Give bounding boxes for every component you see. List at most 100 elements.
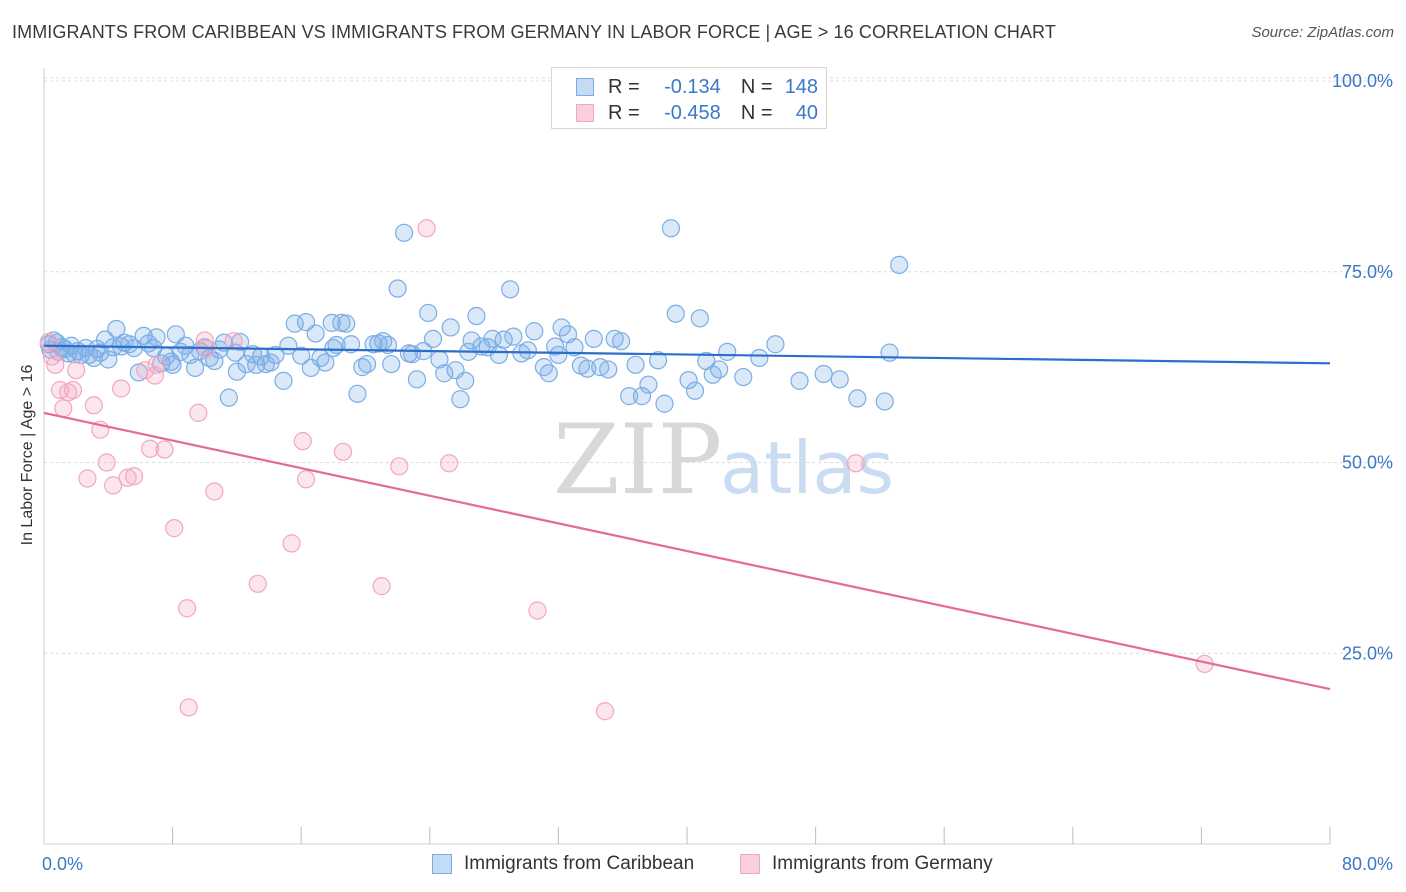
data-point [292,346,311,365]
data-point [750,348,769,368]
bottom-legend-swatch-caribbean [432,854,452,874]
bottom-legend-label-caribbean: Immigrants from Caribbean [464,853,695,874]
data-point [293,432,312,451]
data-point [63,380,83,400]
bottom-legend-swatch-germany [740,854,760,874]
data-point [161,352,181,371]
legend-r-label: R = [608,101,640,124]
data-point [306,324,325,343]
x-tick-label: 80.0% [1342,854,1393,874]
data-point [136,361,155,380]
y-tick-label: 25.0% [1342,643,1393,663]
chart-title: IMMIGRANTS FROM CARIBBEAN VS IMMIGRANTS … [12,22,1056,42]
data-point [549,345,568,365]
data-point [565,338,584,357]
data-point [46,355,65,374]
data-point [348,384,367,403]
data-point [394,223,414,242]
data-point [489,345,509,365]
data-point [124,467,144,486]
data-point [814,364,833,384]
data-point [140,439,160,458]
data-point [186,358,205,377]
data-point [358,354,377,374]
data-point [165,519,184,538]
trend-line-germany [43,411,1331,691]
data-point [78,469,97,488]
data-point [611,332,631,351]
legend-r-value: -0.458 [664,101,721,124]
data-point [333,442,353,461]
data-point [107,319,126,339]
data-point [224,332,243,351]
data-point [599,360,618,379]
legend-n-value: 148 [784,75,819,98]
data-point [734,367,753,387]
data-point [528,601,547,620]
data-point [830,370,849,389]
x-tick-label: 0.0% [42,854,83,874]
data-point [419,303,438,323]
data-point [155,440,174,459]
data-point [710,360,729,379]
data-point [227,362,246,381]
data-point [274,371,293,390]
data-point [534,358,554,377]
data-point [451,390,470,409]
data-point [718,342,737,361]
legend-row-caribbean: R = -0.134 N = 148 [576,75,818,99]
data-point [456,371,475,390]
data-point [462,331,481,350]
data-point [648,351,668,370]
data-point [97,453,116,472]
data-point [655,394,674,413]
data-point [620,387,639,406]
data-point [690,309,709,328]
data-point [118,468,137,487]
legend-row-germany: R = -0.458 N = 40 [576,101,818,125]
data-point [518,341,537,360]
legend-swatch-caribbean [576,78,594,96]
bottom-legend-label-germany: Immigrants from Germany [772,853,993,874]
series-caribbean-points [39,219,909,413]
data-point [237,354,256,374]
data-point [539,364,558,383]
data-point [552,318,571,337]
data-point [353,358,372,377]
data-point [189,403,208,423]
trend-lines [43,344,1331,691]
data-point [324,338,343,358]
legend-n-label: N = [740,101,773,124]
watermark-atlas: atlas [720,426,894,510]
tick-labels: 25.0% 50.0% 75.0% 100.0% 0.0% 80.0% [42,71,1393,874]
data-point [54,399,73,418]
data-point [626,355,645,374]
data-point [595,702,615,721]
legend-n-value: 40 [795,101,819,124]
data-point [248,574,267,593]
data-point [112,379,131,398]
y-tick-label: 75.0% [1342,262,1393,282]
bottom-legend-germany: Immigrants from Germany [740,851,993,877]
data-point [177,599,197,618]
data-point [378,335,398,355]
data-point [846,454,865,473]
data-point [501,280,520,299]
data-point [679,370,698,390]
data-point [59,383,78,402]
data-point [372,577,391,596]
data-point [417,219,436,238]
data-point [296,470,316,489]
data-point [661,219,681,238]
data-point [231,332,250,352]
data-point [316,353,335,372]
data-point [890,255,909,274]
data-point [880,343,899,362]
data-point [332,313,351,332]
data-point [337,314,356,333]
data-point [219,388,238,407]
data-point [179,698,198,717]
data-point [848,389,867,408]
data-point [790,371,809,390]
